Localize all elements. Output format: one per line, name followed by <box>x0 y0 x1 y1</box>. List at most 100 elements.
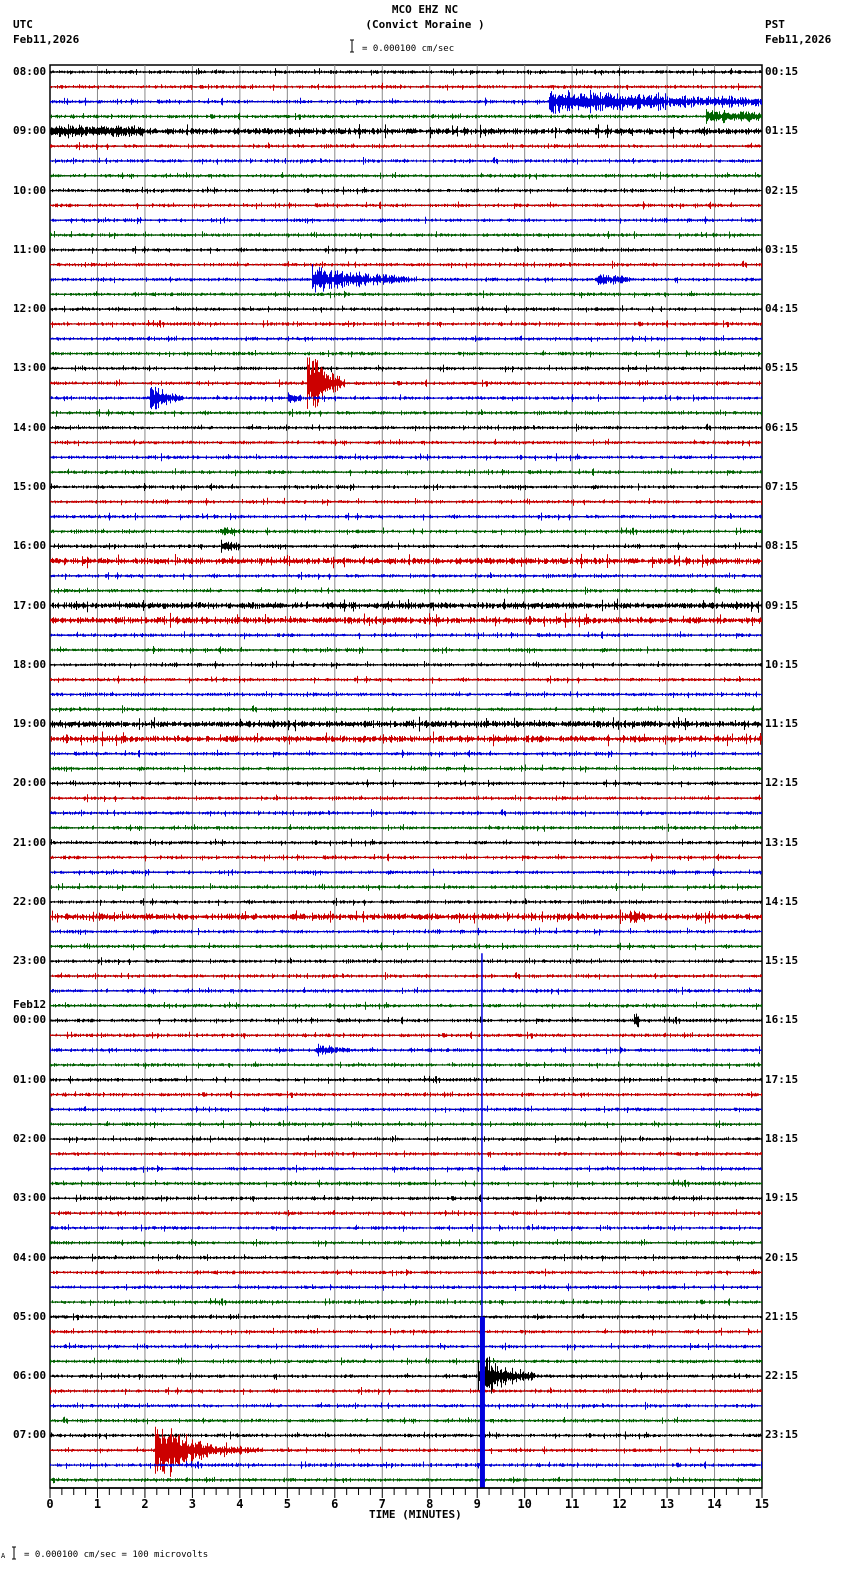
trace-row <box>50 364 762 373</box>
trace-row <box>50 1298 762 1306</box>
large-event-signal <box>479 1316 485 1488</box>
x-tick-label: 11 <box>565 1497 579 1511</box>
footer-prefix: A <box>1 1552 6 1560</box>
trace-row <box>50 660 762 669</box>
trace-row <box>50 586 762 595</box>
pst-time-label: 12:15 <box>765 776 799 790</box>
utc-time-label: 18:00 <box>13 657 47 671</box>
pst-time-label: 15:15 <box>765 954 799 968</box>
pst-time-label: 17:15 <box>765 1072 799 1086</box>
x-tick-label: 1 <box>94 1497 101 1511</box>
trace-row <box>50 408 762 417</box>
utc-time-label: 11:00 <box>13 242 47 256</box>
utc-time-label: 00:00 <box>13 1013 47 1027</box>
trace-row <box>50 497 762 506</box>
trace-row <box>50 512 762 521</box>
utc-time-label: 01:00 <box>13 1072 47 1086</box>
trace-row <box>50 897 762 906</box>
x-tick-label: 13 <box>660 1497 674 1511</box>
utc-time-label: 19:00 <box>13 717 47 731</box>
pst-time-label: 10:15 <box>765 657 799 671</box>
station-title: MCO EHZ NC <box>391 3 459 16</box>
scale-label: = 0.000100 cm/sec <box>362 44 455 54</box>
trace-row <box>50 1043 762 1057</box>
x-tick-label: 2 <box>141 1497 148 1511</box>
utc-time-label: 16:00 <box>13 539 47 553</box>
utc-time-label: 14:00 <box>13 420 47 434</box>
trace-row <box>50 1209 762 1217</box>
utc-time-label: 15:00 <box>13 479 47 493</box>
trace-row <box>50 1001 762 1010</box>
pst-time-label: 06:15 <box>765 420 799 434</box>
trace-row <box>50 631 762 640</box>
utc-time-label: 12:00 <box>13 302 47 316</box>
trace-row <box>50 1013 762 1028</box>
x-tick-label: 14 <box>707 1497 721 1511</box>
trace-row <box>50 675 762 684</box>
trace-row <box>50 942 762 951</box>
trace-row <box>50 1401 762 1410</box>
trace-row <box>50 779 762 788</box>
utc-time-label: 13:00 <box>13 361 47 375</box>
trace-row <box>50 1135 762 1143</box>
pst-time-label: 00:15 <box>765 65 799 78</box>
utc-time-label: 03:00 <box>13 1191 47 1205</box>
trace-row <box>50 1194 762 1202</box>
trace-row <box>50 109 762 124</box>
utc-time-label: 22:00 <box>13 894 47 908</box>
trace-row <box>50 1164 762 1173</box>
trace-row <box>50 691 762 699</box>
trace-row <box>50 386 762 410</box>
trace-row <box>50 1179 762 1188</box>
trace-row <box>50 972 762 980</box>
x-tick-label: 5 <box>284 1497 291 1511</box>
trace-row <box>50 1150 762 1158</box>
pst-time-label: 08:15 <box>765 539 799 553</box>
trace-row <box>50 260 762 269</box>
trace-row <box>50 264 762 293</box>
trace-row <box>50 349 762 358</box>
trace-row <box>50 1313 762 1321</box>
trace-row <box>50 823 762 832</box>
trace-row <box>50 731 762 747</box>
utc-time-label: 05:00 <box>13 1309 47 1323</box>
trace-row <box>50 1120 762 1129</box>
trace-row <box>50 1387 762 1395</box>
trace-row <box>50 539 762 553</box>
trace-row <box>50 216 762 225</box>
trace-row <box>50 1090 762 1099</box>
trace-row <box>50 868 762 877</box>
trace-row <box>50 1224 762 1232</box>
trace-row <box>50 335 762 342</box>
trace-row <box>50 1105 762 1113</box>
trace-row <box>50 598 762 613</box>
station-location: (Convict Moraine ) <box>365 18 485 31</box>
trace-row <box>50 527 762 537</box>
date-change-label: Feb12 <box>13 998 47 1012</box>
trace-row <box>50 1342 762 1351</box>
utc-time-label: 20:00 <box>13 776 47 790</box>
trace-row <box>50 1327 762 1336</box>
trace-row <box>50 571 762 580</box>
trace-row <box>50 883 762 891</box>
x-tick-label: 4 <box>236 1497 243 1511</box>
trace-row <box>50 553 762 569</box>
x-tick-label: 3 <box>189 1497 196 1511</box>
trace-row <box>50 231 762 239</box>
trace-row <box>50 1253 762 1262</box>
trace-row <box>50 927 762 936</box>
trace-row <box>50 142 762 151</box>
pst-time-label: 14:15 <box>765 894 799 908</box>
trace-row <box>50 453 762 462</box>
pst-time-label: 13:15 <box>765 835 799 849</box>
trace-row <box>50 290 762 299</box>
pst-time-label: 16:15 <box>765 1013 799 1027</box>
utc-time-label: 04:00 <box>13 1250 47 1264</box>
trace-row <box>50 838 762 847</box>
x-tick-label: 8 <box>426 1497 433 1511</box>
utc-time-label: 09:00 <box>13 124 47 138</box>
x-tick-label: 7 <box>379 1497 386 1511</box>
utc-time-label: 10:00 <box>13 183 47 197</box>
trace-row <box>50 468 762 477</box>
right-date: Feb11,2026 <box>765 33 832 46</box>
